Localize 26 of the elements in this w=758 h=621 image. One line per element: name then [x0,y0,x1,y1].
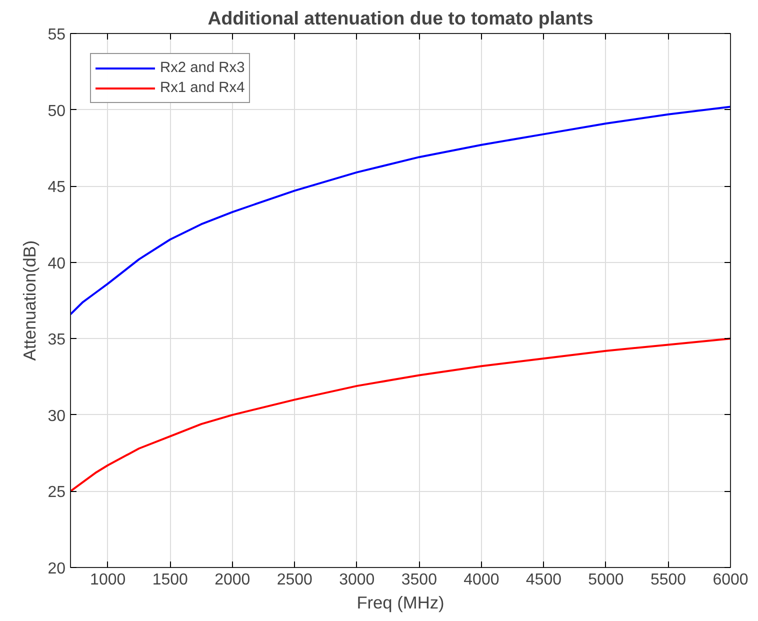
chart-title: Additional attenuation due to tomato plants [208,8,594,28]
x-tick-label: 6000 [712,572,748,588]
y-tick-label: 55 [48,26,66,44]
y-tick-label: 50 [48,102,66,120]
line-series [70,338,730,492]
y-tick-label: 25 [48,484,66,502]
y-axis-title: Attenuation(dB) [20,240,40,361]
x-tick-label: 3000 [339,572,375,588]
legend-label: Rx1 and Rx4 [160,80,245,96]
x-axis-title: Freq (MHz) [356,592,444,612]
x-tick-label: 3500 [401,572,438,588]
y-tick-label: 40 [48,255,66,272]
x-tick-label: 2500 [276,572,313,588]
x-tick-label: 1000 [90,572,126,588]
x-tick-label: 2000 [214,572,250,588]
y-tick-label: 30 [48,408,66,425]
x-tick-label: 1500 [152,572,188,588]
y-tick-label: 20 [48,560,66,578]
line-series [70,106,730,316]
x-tick-label: 5000 [588,572,624,588]
x-tick-label: 4500 [526,572,562,588]
y-tick-label: 35 [48,332,66,349]
x-tick-label: 4000 [464,572,500,588]
legend-label: Rx2 and Rx3 [160,60,245,76]
x-tick-label: 5500 [650,572,686,588]
y-tick-label: 45 [48,179,66,196]
